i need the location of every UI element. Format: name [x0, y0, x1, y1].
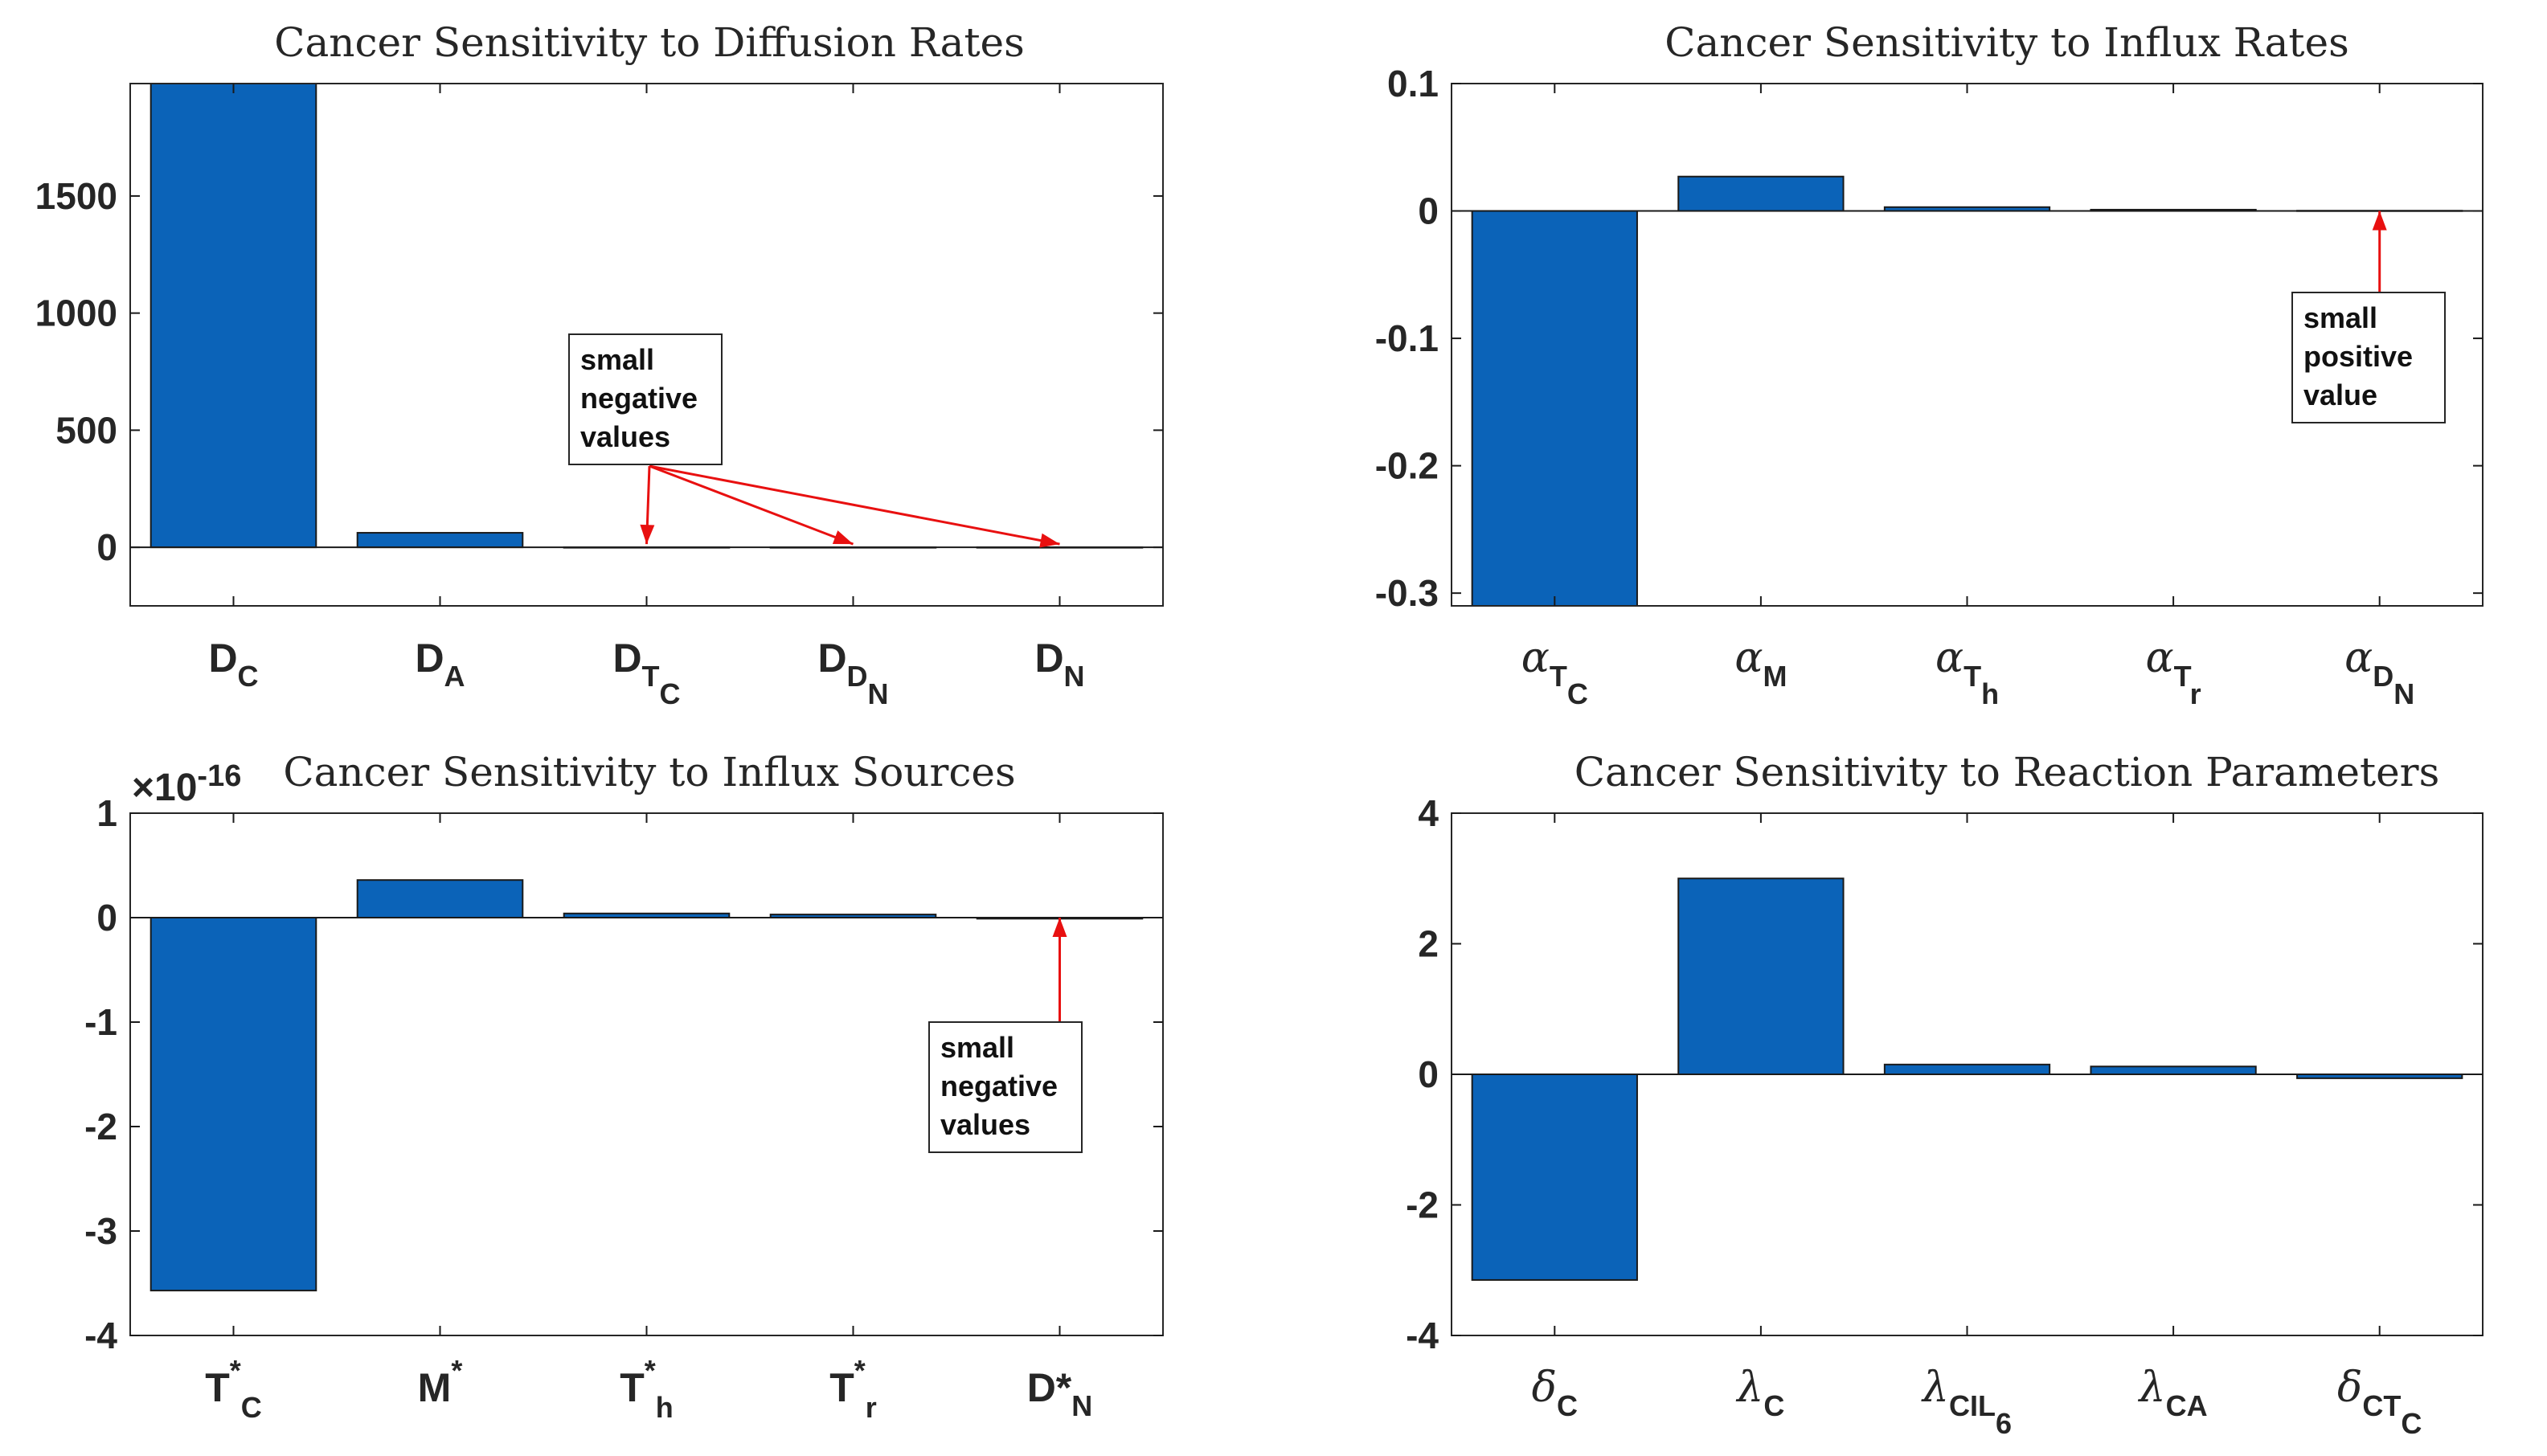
ytick-label: -4: [1406, 1315, 1439, 1356]
category-label-lambda_CIL_6: λCIL6: [1921, 1364, 2012, 1440]
annotation: small negative values: [568, 333, 1060, 548]
annotation-arrowhead: [832, 530, 854, 545]
category-label-M*: M*: [418, 1354, 463, 1410]
ytick-label: 0.1: [1387, 63, 1439, 104]
ytick-label: -0.2: [1375, 445, 1439, 487]
ytick-label: 0: [96, 897, 117, 939]
bars: [149, 84, 1144, 549]
annotation-arrow: [649, 464, 1060, 546]
ytick-label: 0: [96, 526, 117, 568]
annotation-box: [928, 1021, 1083, 1153]
ytick-label: 0: [1418, 1053, 1439, 1095]
annotation-text: small: [580, 343, 654, 376]
annotation-text: values: [940, 1108, 1030, 1141]
annotation: small negative values: [928, 918, 1083, 1153]
ytick-label: -0.1: [1375, 317, 1439, 359]
ytick-label: 2: [1418, 923, 1439, 965]
category-label-D_D_N: DDN: [817, 636, 888, 710]
ytick-label: 1500: [35, 175, 117, 217]
annotation-arrowhead: [640, 524, 655, 545]
bar-alpha_T_C: [1471, 210, 1638, 606]
category-label-D*_N: D*N: [1027, 1365, 1093, 1422]
ytick-label: -1: [84, 1001, 117, 1043]
annotation-box: [568, 333, 723, 465]
ytick-label: -2: [1406, 1184, 1439, 1226]
category-label-lambda_C: λC: [1735, 1364, 1784, 1422]
category-label-D_N: DN: [1034, 636, 1084, 693]
annotation-arrowhead: [2372, 211, 2387, 231]
axis-multiplier: ×10-16: [132, 759, 241, 809]
bar-alpha_M: [1677, 175, 1845, 212]
bar-T*_C: [149, 917, 317, 1292]
bar-lambda_CA: [2090, 1065, 2257, 1075]
bar-lambda_C: [1677, 877, 1845, 1075]
category-label-T*_C: T*C: [205, 1354, 262, 1424]
annotation: small positive value: [2291, 211, 2446, 423]
panel-2: Cancer Sensitivity to Influx Rates -0.3 -0…: [1375, 19, 2484, 710]
annotation-text: small: [940, 1031, 1014, 1064]
annotation-box: [2291, 292, 2446, 423]
ytick-label: -4: [84, 1315, 117, 1356]
chart-title: Cancer Sensitivity to Reaction Parameter…: [1574, 749, 2440, 795]
annotation-text: negative: [580, 382, 698, 415]
category-label-delta_CT_C: δCTC: [2337, 1364, 2422, 1440]
category-label-delta_C: δC: [1532, 1364, 1578, 1422]
bar-D_C: [149, 84, 317, 549]
ytick-label: 1: [96, 792, 117, 834]
category-label-alpha_T_r: αTr: [2146, 634, 2201, 710]
chart-title: Cancer Sensitivity to Influx Sources: [283, 749, 1015, 795]
bar-delta_C: [1471, 1074, 1638, 1281]
ytick-label: -3: [84, 1210, 117, 1252]
annotation-arrowhead: [1052, 918, 1067, 937]
category-label-D_T_C: DTC: [612, 636, 680, 710]
category-label-D_A: DA: [415, 636, 465, 693]
chart-title: Cancer Sensitivity to Diffusion Rates: [274, 19, 1025, 66]
category-label-T*_r: T*r: [829, 1354, 877, 1424]
annotation-arrowhead: [1039, 533, 1060, 548]
category-label-alpha_T_h: αTh: [1935, 634, 1999, 710]
category-label-T*_h: T*h: [620, 1354, 674, 1424]
ytick-label: 4: [1418, 792, 1439, 834]
annotation-arrow: [649, 464, 854, 546]
category-label-D_C: DC: [208, 636, 258, 693]
annotation-text: values: [580, 420, 670, 453]
bar-M*: [356, 879, 524, 918]
annotation-text: positive: [2303, 340, 2413, 373]
panel-3: Cancer Sensitivity to Influx Sources -4 -3…: [84, 749, 1164, 1424]
ytick-label: -0.3: [1375, 572, 1439, 614]
category-label-alpha_M: αM: [1734, 634, 1787, 693]
ytick-label: 0: [1418, 190, 1439, 232]
bars: [1471, 877, 2463, 1281]
ytick-label: 1000: [35, 292, 117, 334]
bar-lambda_CIL_6: [1883, 1063, 2051, 1075]
annotation-text: value: [2303, 378, 2377, 411]
bar-D_A: [356, 532, 524, 549]
annotation-text: small: [2303, 301, 2377, 334]
category-label-alpha_D_N: αDN: [2344, 634, 2414, 710]
panel-4: Cancer Sensitivity to Reaction Parameter…: [1406, 749, 2484, 1440]
category-label-lambda_CA: λCA: [2138, 1364, 2208, 1422]
ytick-label: -2: [84, 1106, 117, 1147]
panel-1: Cancer Sensitivity to Diffusion Rates 0 50…: [35, 19, 1164, 710]
chart-title: Cancer Sensitivity to Influx Rates: [1665, 19, 2349, 66]
category-label-alpha_T_C: αTC: [1521, 634, 1588, 710]
annotation-text: negative: [940, 1070, 1058, 1102]
ytick-label: 500: [55, 409, 117, 451]
